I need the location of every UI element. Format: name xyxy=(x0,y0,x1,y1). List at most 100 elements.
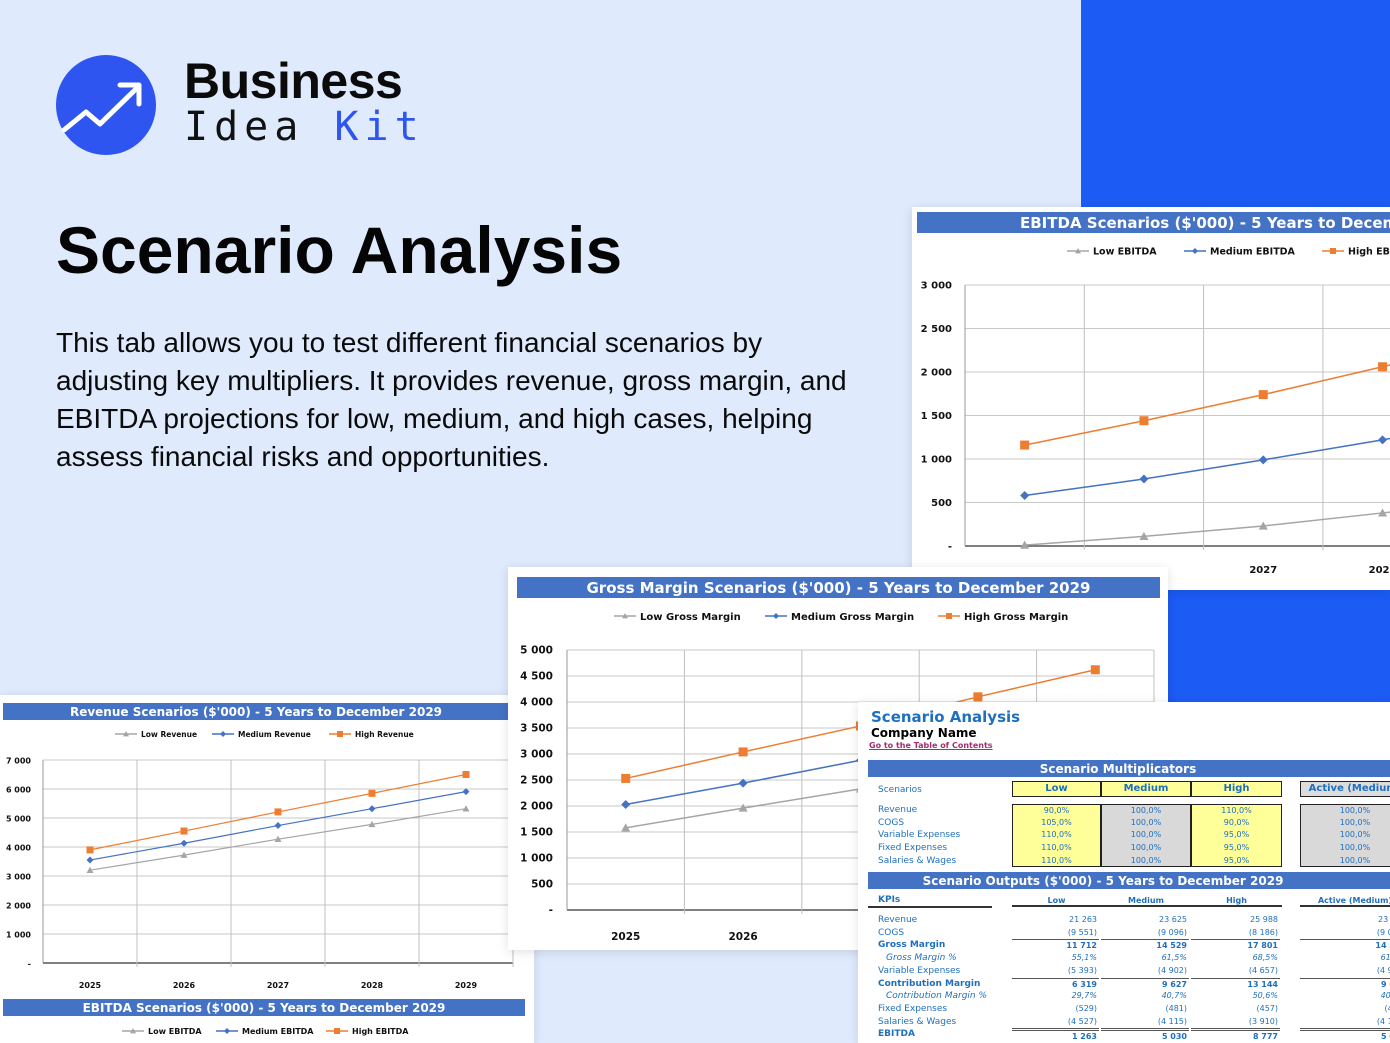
ebitda-footer-legend: Low EBITDA Medium EBITDA High EBITDA xyxy=(122,1027,409,1036)
square-marker xyxy=(1139,416,1149,426)
output-value: (8 186) xyxy=(1248,927,1278,937)
multiplier-value[interactable]: 95,0% xyxy=(1191,842,1282,855)
output-value: 68,5% xyxy=(1252,953,1278,963)
triangle-marker xyxy=(180,851,188,858)
multiplier-value[interactable]: 100,0% xyxy=(1101,842,1191,855)
toc-link[interactable]: Go to the Table of Contents xyxy=(869,741,993,750)
sheet-title: Scenario Analysis xyxy=(871,708,1021,726)
legend-label: Low Gross Margin xyxy=(640,612,741,623)
multiplier-value[interactable]: 100,0% xyxy=(1101,804,1191,817)
square-marker xyxy=(621,773,631,783)
output-value: (9 551) xyxy=(1067,927,1097,937)
multiplier-value[interactable]: 110,0% xyxy=(1012,829,1101,843)
output-value: 23 625 xyxy=(1378,915,1390,924)
y-tick-label: 1 000 xyxy=(921,455,952,466)
output-value: 40,7% xyxy=(1161,991,1187,1001)
output-value: (9 096) xyxy=(1157,927,1187,937)
diamond-marker xyxy=(462,788,470,796)
y-tick-label: 1 000 xyxy=(520,853,553,865)
diamond-marker xyxy=(1139,474,1149,484)
output-value: (457) xyxy=(1256,1003,1278,1013)
output-label: COGS xyxy=(878,927,905,938)
x-tick-label: 2028 xyxy=(361,981,384,990)
ebitda-footer-title: EBITDA Scenarios ($'000) - 5 Years to De… xyxy=(3,999,525,1016)
output-value: (4 657) xyxy=(1248,965,1278,975)
triangle-marker xyxy=(738,803,748,812)
page-description: This tab allows you to test different fi… xyxy=(56,327,847,472)
diamond-marker xyxy=(1020,491,1030,501)
y-tick-label: 2 000 xyxy=(921,368,952,379)
output-value: 25 988 xyxy=(1250,915,1278,924)
output-value: 21 263 xyxy=(1069,915,1097,924)
output-label: Fixed Expenses xyxy=(878,1003,948,1014)
series-line-high-ebitda xyxy=(1024,364,1390,446)
scenario-header-high: High xyxy=(1191,781,1282,797)
output-value: (4 115) xyxy=(1157,1016,1187,1026)
multiplier-value[interactable]: 90,0% xyxy=(1012,804,1101,817)
output-value: 50,6% xyxy=(1252,991,1278,1001)
y-tick-label: 4 000 xyxy=(6,844,31,853)
output-value: 61,5% xyxy=(1380,953,1390,963)
square-marker xyxy=(274,808,282,816)
multiplier-value[interactable]: 90,0% xyxy=(1191,816,1282,830)
multiplier-value[interactable]: 105,0% xyxy=(1012,816,1101,830)
output-value: 17 801 xyxy=(1191,939,1280,951)
multiplier-value[interactable]: 100,0% xyxy=(1101,816,1191,830)
square-marker xyxy=(738,747,748,757)
legend-label: Low EBITDA xyxy=(148,1027,202,1036)
multiplier-value: 100,0% xyxy=(1300,842,1390,855)
output-label: Variable Expenses xyxy=(878,965,961,976)
y-tick-label: 3 500 xyxy=(520,723,553,735)
triangle-marker xyxy=(1258,521,1268,530)
output-label: EBITDA xyxy=(878,1029,915,1040)
output-value: 13 144 xyxy=(1191,977,1280,990)
square-marker xyxy=(973,692,983,702)
scenario-header-medium: Medium xyxy=(1101,781,1191,797)
output-value: 6 319 xyxy=(1012,977,1099,990)
square-marker xyxy=(86,846,94,854)
multiplier-value[interactable]: 110,0% xyxy=(1191,804,1282,817)
output-value: 5 030 xyxy=(1300,1028,1390,1041)
multiplier-value[interactable]: 95,0% xyxy=(1191,854,1282,868)
multiplier-value[interactable]: 110,0% xyxy=(1012,842,1101,855)
x-tick-label: 2026 xyxy=(728,931,757,943)
triangle-marker xyxy=(368,820,376,828)
x-tick-label: 2027 xyxy=(1249,565,1277,576)
chart-legend: Low Revenue Medium Revenue High Revenue xyxy=(115,730,414,739)
multiplier-value[interactable]: 100,0% xyxy=(1101,829,1191,843)
legend-label: High Revenue xyxy=(355,730,414,739)
multiplier-value[interactable]: 110,0% xyxy=(1012,854,1101,868)
multiplier-value[interactable]: 95,0% xyxy=(1191,829,1282,843)
output-value: 61,5% xyxy=(1161,953,1187,963)
multiplier-value[interactable]: 100,0% xyxy=(1101,854,1191,868)
diamond-marker xyxy=(738,778,748,788)
y-tick-label: 3 000 xyxy=(520,749,553,761)
square-marker xyxy=(337,731,343,737)
square-marker xyxy=(462,771,470,778)
outputs-title: Scenario Outputs ($'000) - 5 Years to De… xyxy=(868,872,1390,889)
square-marker xyxy=(1378,362,1388,372)
kpi-label: KPIs xyxy=(878,895,901,905)
y-tick-label: 7 000 xyxy=(6,757,31,766)
y-tick-label: 2 500 xyxy=(520,775,553,787)
y-tick-label: 500 xyxy=(931,498,952,509)
output-header: Medium xyxy=(1101,895,1191,907)
y-tick-label: 1 500 xyxy=(921,411,952,422)
legend-label: High Gross Margin xyxy=(964,612,1068,623)
multiplier-label: Salaries & Wages xyxy=(878,855,957,866)
output-value: 55,1% xyxy=(1071,953,1097,963)
y-tick-label: 6 000 xyxy=(6,786,31,795)
triangle-marker xyxy=(86,866,94,873)
y-tick-label: 1 500 xyxy=(520,827,553,839)
square-marker xyxy=(180,827,188,835)
output-value: 8 777 xyxy=(1191,1028,1280,1041)
diamond-marker xyxy=(274,822,282,830)
legend-label: Medium EBITDA xyxy=(242,1027,314,1036)
legend-label: High EBITDA xyxy=(352,1027,409,1036)
output-value: (5 393) xyxy=(1067,965,1097,975)
triangle-marker xyxy=(622,613,628,619)
chart-legend: Low Gross Margin Medium Gross Margin High … xyxy=(614,612,1068,623)
triangle-marker xyxy=(621,823,631,832)
